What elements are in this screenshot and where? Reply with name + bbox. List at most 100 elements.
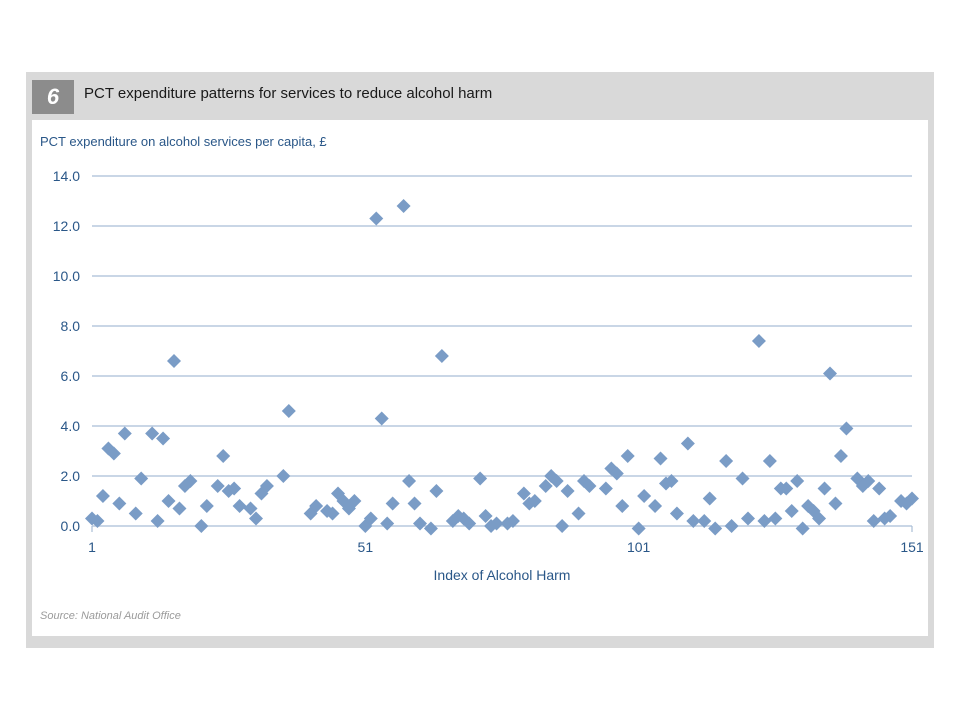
data-point: [259, 479, 274, 493]
data-point: [905, 491, 919, 506]
data-point: [347, 494, 362, 508]
data-point: [183, 474, 198, 488]
source-note: Source: National Audit Office: [40, 610, 181, 622]
x-axis-title: Index of Alcohol Harm: [434, 567, 571, 583]
data-point: [407, 496, 422, 511]
data-point: [527, 494, 542, 508]
y-tick-label: 2.0: [61, 468, 81, 484]
data-point: [150, 514, 165, 528]
data-point: [434, 349, 449, 363]
data-point: [883, 509, 898, 523]
data-point: [90, 514, 105, 528]
scatter-chart: 0.02.04.06.08.010.012.014.01 51 101 151Inde…: [53, 168, 924, 583]
data-point: [784, 504, 799, 518]
data-point: [309, 499, 324, 513]
data-point: [194, 519, 209, 533]
data-point: [478, 509, 493, 523]
data-point: [161, 494, 176, 508]
data-point: [117, 426, 132, 441]
data-point: [423, 521, 438, 536]
data-point: [637, 489, 652, 503]
data-point: [473, 471, 488, 486]
data-point: [95, 489, 110, 503]
data-point: [669, 506, 684, 521]
data-point: [609, 466, 624, 481]
data-point: [374, 411, 389, 426]
data-point: [522, 496, 537, 511]
data-point: [702, 491, 717, 506]
data-point: [615, 499, 630, 513]
data-point: [620, 449, 635, 463]
data-point: [555, 519, 570, 533]
data-point: [757, 514, 772, 528]
data-point: [243, 501, 258, 516]
y-axis-title: PCT expenditure on alcohol services per …: [40, 134, 327, 149]
data-point: [708, 521, 723, 536]
data-point: [145, 426, 160, 441]
figure-number-badge: 6: [32, 80, 74, 114]
x-tick-label: 51: [358, 539, 374, 555]
data-point: [516, 486, 531, 501]
figure-title: PCT expenditure patterns for services to…: [84, 85, 493, 102]
y-tick-label: 6.0: [61, 368, 81, 384]
data-point: [172, 501, 187, 516]
y-tick-label: 14.0: [53, 168, 80, 184]
data-point: [325, 506, 340, 521]
x-tick-label: 151: [900, 539, 924, 555]
data-point: [560, 484, 575, 498]
data-point: [106, 446, 121, 461]
data-point: [128, 506, 143, 521]
data-point: [227, 481, 242, 496]
data-point: [582, 479, 597, 493]
data-point: [828, 496, 843, 511]
data-point: [363, 511, 378, 526]
data-point: [648, 499, 663, 513]
data-point: [571, 506, 586, 521]
data-point: [385, 496, 400, 511]
data-point: [462, 516, 477, 531]
data-point: [281, 404, 296, 418]
data-point: [210, 479, 225, 493]
data-point: [489, 516, 504, 531]
data-point: [741, 511, 755, 526]
y-tick-label: 12.0: [53, 218, 80, 234]
data-point: [380, 516, 395, 531]
data-point: [112, 496, 127, 511]
data-point: [156, 431, 171, 446]
data-point: [790, 474, 805, 488]
data-point: [866, 514, 881, 528]
data-point: [839, 421, 854, 436]
x-tick-label: 101: [627, 539, 651, 555]
y-tick-label: 4.0: [61, 418, 81, 434]
data-point: [653, 451, 668, 466]
data-point: [167, 354, 181, 368]
data-point: [549, 474, 564, 488]
data-point: [735, 471, 750, 486]
chart-panel: PCT expenditure on alcohol services per …: [32, 120, 928, 636]
data-point: [538, 479, 553, 493]
data-point: [631, 521, 646, 536]
figure-frame: 6 PCT expenditure patterns for services …: [26, 72, 934, 648]
data-point: [680, 436, 695, 451]
data-point: [779, 481, 794, 496]
y-tick-label: 8.0: [61, 318, 81, 334]
x-tick-label: 1: [88, 539, 96, 555]
data-point: [232, 499, 247, 513]
data-point: [823, 366, 837, 381]
data-point: [719, 454, 734, 468]
data-point: [413, 516, 427, 531]
data-point: [762, 454, 777, 468]
data-point: [276, 469, 291, 483]
data-point: [724, 519, 739, 533]
data-point: [598, 481, 613, 496]
data-point: [369, 211, 384, 226]
data-point: [254, 486, 269, 501]
data-point: [872, 481, 887, 496]
data-point: [402, 474, 417, 488]
data-point: [751, 334, 766, 348]
data-point: [795, 521, 810, 536]
data-point: [216, 449, 231, 463]
data-point: [861, 474, 876, 488]
data-point: [686, 514, 701, 528]
data-point: [768, 511, 783, 526]
